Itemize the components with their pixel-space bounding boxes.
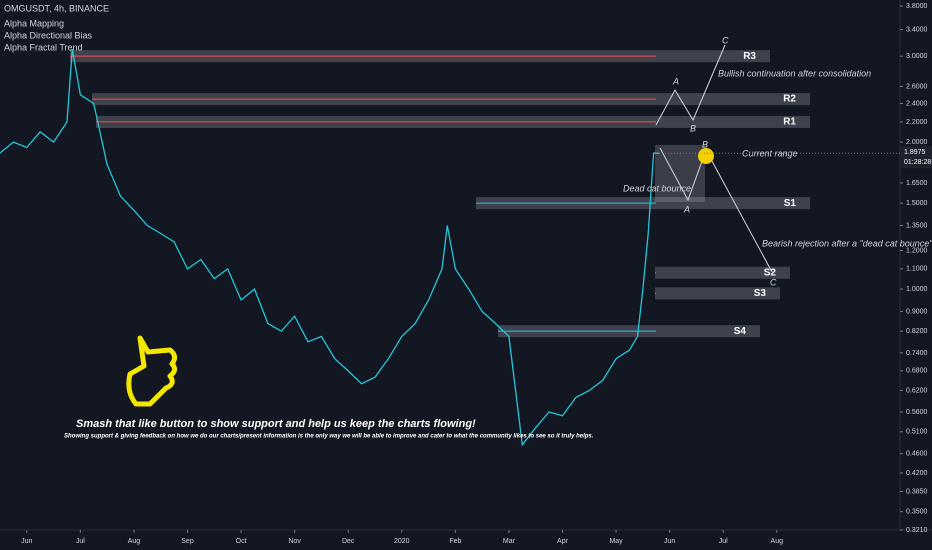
bearish-path bbox=[659, 147, 773, 273]
x-tick-label: Dec bbox=[342, 538, 355, 545]
y-tick-label: 0.4200 bbox=[906, 470, 928, 477]
y-tick-label: 1.0000 bbox=[906, 286, 928, 293]
indicator-name: Alpha Directional Bias bbox=[4, 30, 93, 40]
zone bbox=[655, 266, 790, 279]
y-tick-label: 2.0000 bbox=[906, 139, 928, 146]
x-tick-label: 2020 bbox=[394, 538, 410, 545]
y-tick-label: 0.5600 bbox=[906, 409, 928, 416]
y-tick-label: 1.1000 bbox=[906, 266, 928, 273]
y-tick-label: 3.4000 bbox=[906, 26, 928, 33]
x-tick-label: Feb bbox=[449, 538, 461, 545]
annotation: Dead cat bounce bbox=[623, 183, 691, 193]
zone-label: S4 bbox=[734, 326, 747, 337]
x-tick-label: Jul bbox=[76, 538, 85, 545]
y-tick-label: 2.6000 bbox=[906, 83, 928, 90]
zone-label: S1 bbox=[784, 198, 797, 209]
wave-label: A bbox=[683, 204, 690, 214]
cat-icon bbox=[698, 148, 714, 164]
y-tick-label: 0.6200 bbox=[906, 387, 928, 394]
y-tick-label: 0.3210 bbox=[906, 527, 928, 534]
zone-label: R2 bbox=[783, 94, 796, 105]
indicator-name: Alpha Fractal Trend bbox=[4, 42, 83, 52]
last-price-tag bbox=[901, 146, 932, 169]
y-tick-label: 0.3850 bbox=[906, 488, 928, 495]
x-tick-label: Nov bbox=[288, 538, 301, 545]
zone-label: R3 bbox=[743, 51, 756, 62]
zone-label: R1 bbox=[783, 117, 796, 128]
zone-label: S3 bbox=[754, 288, 767, 299]
y-tick-label: 0.9000 bbox=[906, 308, 928, 315]
wave-label: B bbox=[702, 139, 708, 149]
y-tick-label: 0.3500 bbox=[906, 509, 928, 516]
y-tick-label: 2.2000 bbox=[906, 119, 928, 126]
y-tick-label: 1.3500 bbox=[906, 222, 928, 229]
last-price-label: 1.8975 bbox=[904, 149, 926, 156]
price-line bbox=[0, 49, 659, 447]
x-tick-label: Jul bbox=[719, 538, 728, 545]
x-tick-label: Mar bbox=[503, 538, 516, 545]
wave-label: B bbox=[690, 123, 696, 133]
y-tick-label: 0.6800 bbox=[906, 368, 928, 375]
y-tick-label: 0.5100 bbox=[906, 429, 928, 436]
x-tick-label: Sep bbox=[181, 538, 194, 545]
y-tick-label: 0.8200 bbox=[906, 328, 928, 335]
x-tick-label: Jun bbox=[664, 538, 675, 545]
x-tick-label: May bbox=[609, 538, 623, 545]
x-tick-label: Jun bbox=[21, 538, 32, 545]
annotation: Bullish continuation after consolidation bbox=[718, 68, 871, 78]
zone-label: S2 bbox=[764, 267, 777, 278]
indicator-name: Alpha Mapping bbox=[4, 18, 64, 28]
y-tick-label: 3.8000 bbox=[906, 3, 928, 10]
wave-label: A bbox=[672, 76, 679, 86]
x-tick-label: Oct bbox=[236, 538, 247, 545]
y-tick-label: 3.0000 bbox=[906, 53, 928, 60]
y-tick-label: 2.4000 bbox=[906, 100, 928, 107]
thumbs-up-icon bbox=[126, 335, 178, 407]
annotation: Bearish rejection after a "dead cat boun… bbox=[762, 238, 932, 248]
x-tick-label: Aug bbox=[128, 538, 141, 545]
bullish-path bbox=[655, 44, 726, 126]
y-tick-label: 1.6500 bbox=[906, 180, 928, 187]
countdown: 01:28:28 bbox=[904, 159, 931, 166]
x-tick-label: Aug bbox=[771, 538, 784, 545]
y-tick-label: 0.7400 bbox=[906, 350, 928, 357]
x-tick-label: Apr bbox=[557, 538, 569, 545]
symbol-title: OMGUSDT, 4h, BINANCE bbox=[4, 3, 109, 13]
y-tick-label: 0.4600 bbox=[906, 451, 928, 458]
annotation: Current range bbox=[742, 148, 798, 158]
wave-label: C bbox=[722, 35, 729, 45]
y-tick-label: 1.2000 bbox=[906, 247, 928, 254]
y-tick-label: 1.5000 bbox=[906, 200, 928, 207]
wave-label: C bbox=[770, 277, 777, 287]
cta-text: Smash that like button to show support a… bbox=[76, 418, 476, 430]
zone bbox=[655, 287, 780, 300]
cta-subtext: Showing support & giving feedback on how… bbox=[64, 434, 594, 440]
